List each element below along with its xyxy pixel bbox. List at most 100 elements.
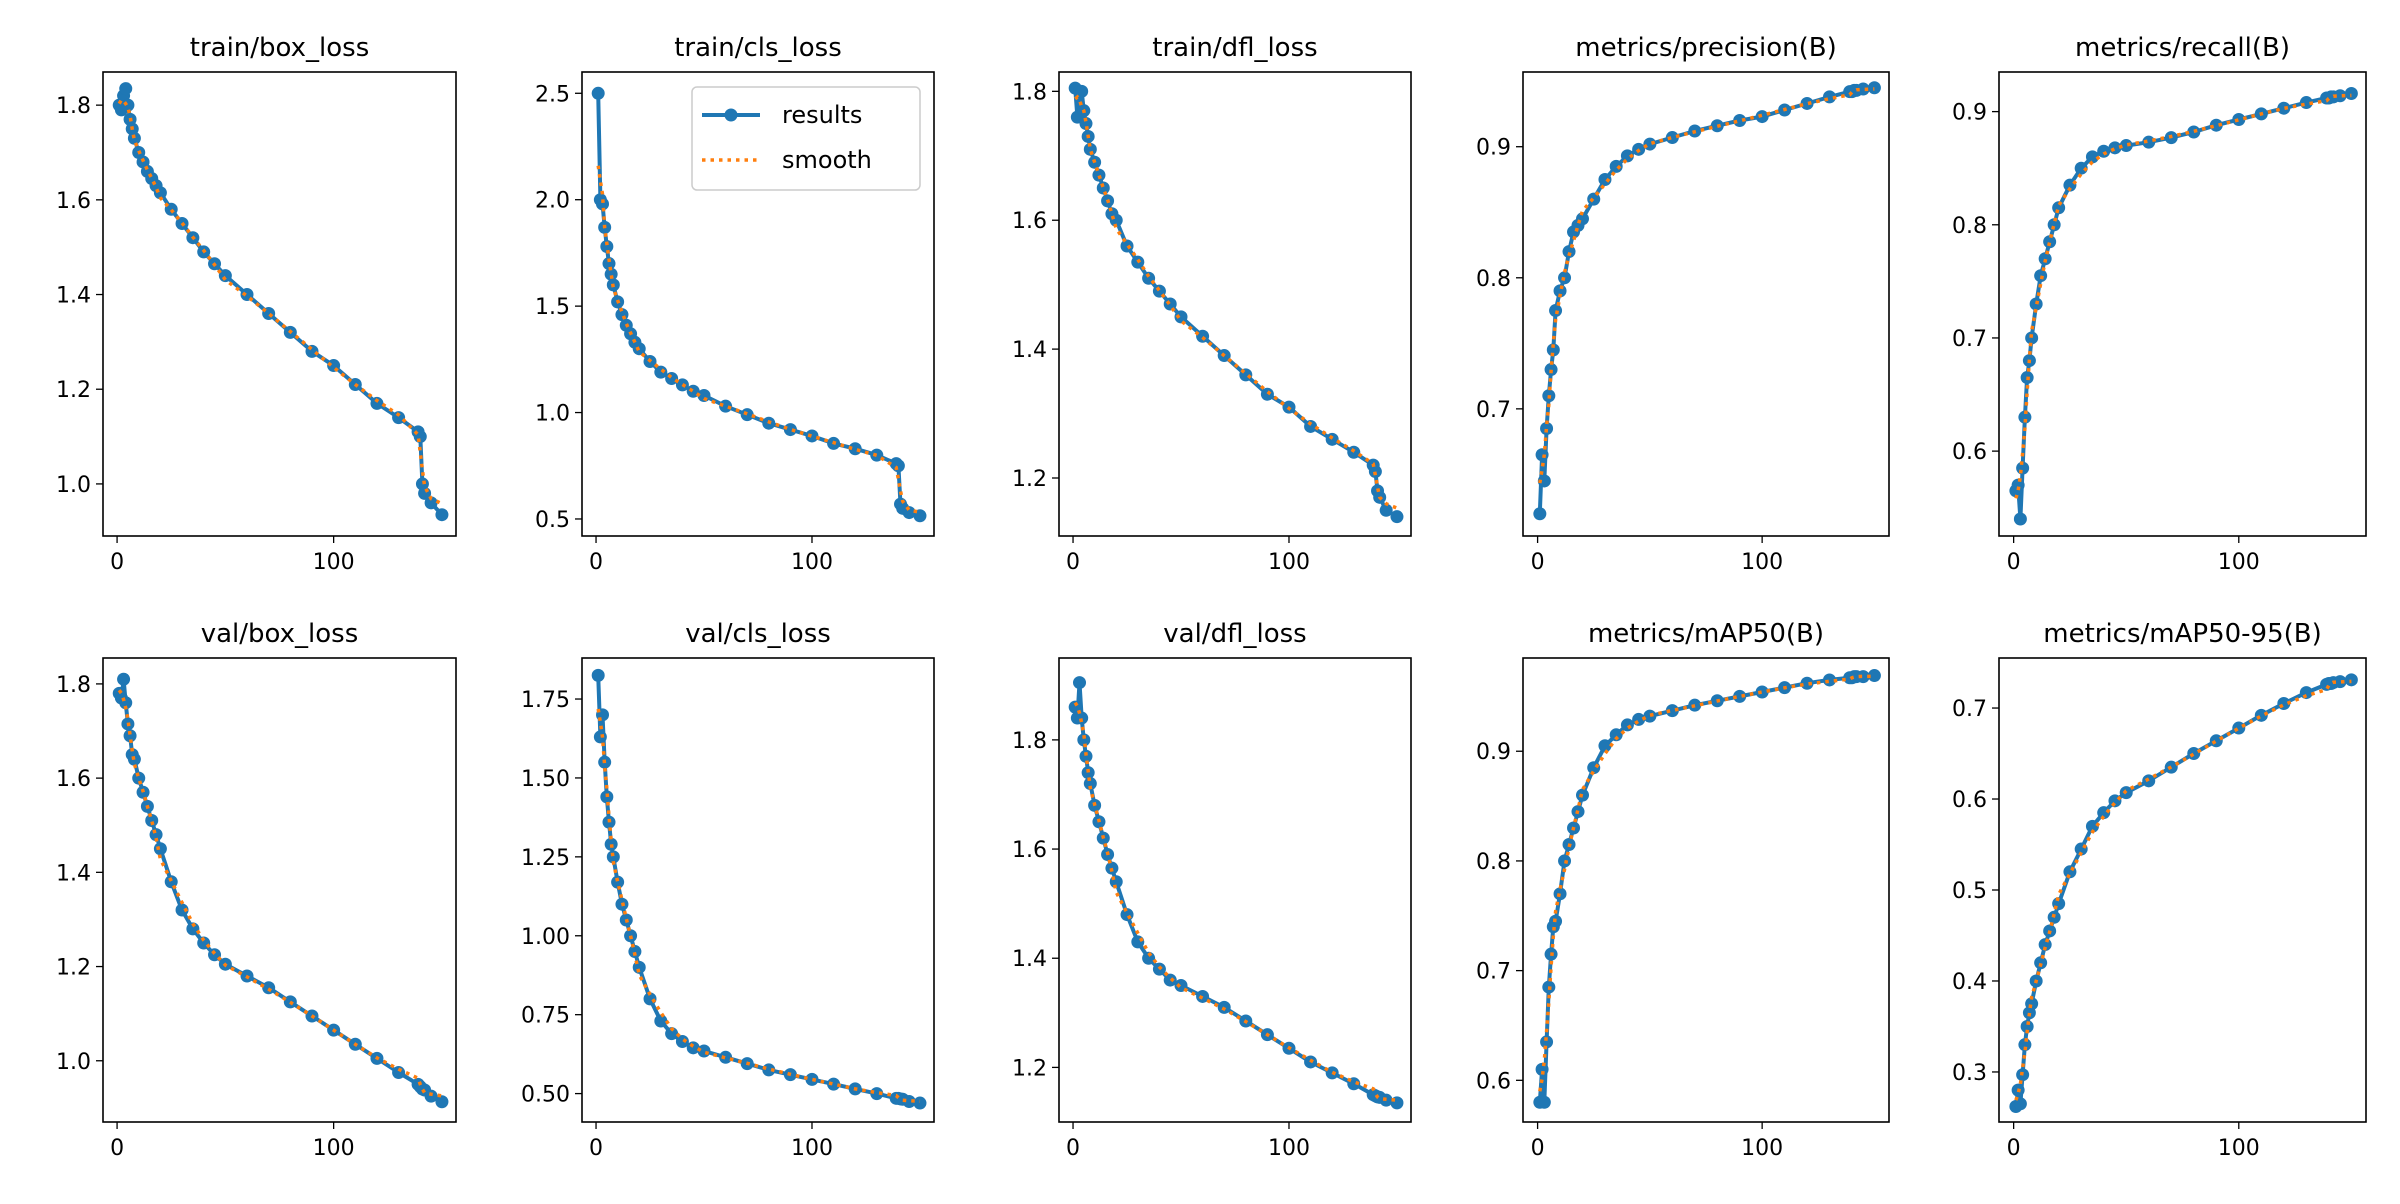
smooth-line (1538, 674, 1875, 1092)
plot-frame (581, 71, 935, 537)
results-point (392, 1066, 406, 1080)
results-point (604, 267, 618, 281)
results-point (1075, 84, 1089, 98)
smooth-line (2014, 93, 2352, 499)
plot-frame (102, 657, 457, 1123)
y-tick-label: 0.8 (1476, 267, 1511, 292)
results-point (164, 875, 178, 889)
results-point (145, 814, 159, 828)
subplot-val-cls-loss: val/cls_loss 0 100 0.50 0.75 1.00 1.25 1.50 1.75 (521, 619, 935, 1161)
subplot-metrics-map50-b-: metrics/mAP50(B) 0 100 0.6 0.7 0.8 0.9 (1476, 619, 1890, 1161)
y-tick-label: 1.4 (1012, 338, 1047, 363)
results-point (783, 423, 797, 437)
results-point (1867, 669, 1881, 683)
y-tick-label: 0.4 (1952, 970, 1987, 995)
results-point (1075, 711, 1089, 725)
y-tick-label: 1.2 (1012, 1056, 1047, 1081)
results-point (805, 429, 819, 443)
results-point (2187, 747, 2201, 761)
x-tick-label: 0 (1066, 550, 1080, 575)
x-tick-label: 100 (2218, 1136, 2260, 1161)
x-tick-label: 0 (589, 550, 603, 575)
subplot-title: metrics/precision(B) (1575, 33, 1836, 63)
results-point (2142, 135, 2156, 149)
results-point (435, 508, 449, 522)
results-point (665, 371, 679, 385)
x-tick-label: 0 (2007, 1136, 2021, 1161)
results-point (2209, 734, 2223, 748)
y-tick-label: 1.6 (56, 767, 91, 792)
y-tick-label: 1.6 (56, 189, 91, 214)
results-point (2333, 89, 2347, 103)
results-point (127, 131, 141, 145)
y-tick-label: 0.9 (1476, 136, 1511, 161)
results-point (2013, 512, 2027, 526)
plot-frame (581, 657, 935, 1123)
results-point (902, 1094, 916, 1108)
results-point (611, 875, 625, 889)
results-point (1196, 329, 1210, 343)
x-tick-label: 0 (1531, 1136, 1545, 1161)
y-tick-label: 0.7 (1952, 697, 1987, 722)
plot-frame (1522, 71, 1890, 537)
results-point (123, 729, 137, 743)
x-tick-label: 100 (313, 550, 355, 575)
results-line (2013, 677, 2352, 1107)
smooth-line (596, 708, 921, 1104)
results-point (2085, 150, 2099, 164)
results-point (2085, 819, 2099, 833)
results-point (392, 411, 406, 425)
results-point (2038, 252, 2052, 266)
y-tick-label: 0.6 (1476, 1069, 1511, 1094)
results-point (1368, 465, 1382, 479)
results-point (1733, 113, 1747, 127)
x-tick-label: 100 (313, 1136, 355, 1161)
subplot-val-box-loss: val/box_loss 0 100 1.0 1.2 1.4 1.6 1.8 (56, 619, 457, 1161)
results-point (1079, 117, 1093, 131)
results-point (175, 903, 189, 917)
y-tick-label: 1.50 (521, 767, 570, 792)
results-point (2047, 218, 2061, 232)
legend-box (691, 86, 921, 191)
legend-smooth-label: smooth (782, 146, 872, 174)
smooth-line (2014, 679, 2352, 1101)
x-tick-label: 100 (791, 550, 833, 575)
results-point (827, 1077, 841, 1091)
x-tick-label: 100 (1268, 550, 1310, 575)
results-line (596, 675, 921, 1106)
results-point (262, 981, 276, 995)
results-point (1665, 704, 1679, 718)
subplot-title: val/dfl_loss (1163, 619, 1306, 649)
y-tick-label: 1.5 (535, 295, 570, 320)
results-point (2011, 478, 2025, 492)
subplot-title: val/cls_loss (685, 619, 831, 649)
results-point (1620, 718, 1634, 732)
smooth-line (1073, 701, 1398, 1102)
results-point (2025, 331, 2039, 345)
results-point (1083, 142, 1097, 156)
results-point (2052, 201, 2066, 215)
results-point (435, 1095, 449, 1109)
smooth-line (1074, 94, 1398, 510)
results-point (891, 459, 905, 473)
results-point (2344, 87, 2358, 101)
results-point (1537, 474, 1551, 488)
y-tick-label: 0.5 (1952, 879, 1987, 904)
results-point (1755, 685, 1769, 699)
results-point (2074, 161, 2088, 175)
y-tick-label: 0.6 (1952, 440, 1987, 465)
y-tick-label: 1.8 (1012, 729, 1047, 754)
subplot-train-dfl-loss: train/dfl_loss 0 100 1.2 1.4 1.6 1.8 (1012, 33, 1412, 575)
smooth-line (1538, 87, 1875, 484)
plot-frame (1998, 71, 2367, 537)
results-point (1856, 82, 1870, 96)
results-point (913, 1096, 927, 1110)
results-point (2025, 997, 2039, 1011)
results-point (1609, 159, 1623, 173)
results-point (1083, 777, 1097, 791)
results-point (1562, 245, 1576, 259)
subplot-title: train/box_loss (190, 33, 370, 63)
results-point (1390, 510, 1404, 524)
results-point (2043, 235, 2057, 249)
